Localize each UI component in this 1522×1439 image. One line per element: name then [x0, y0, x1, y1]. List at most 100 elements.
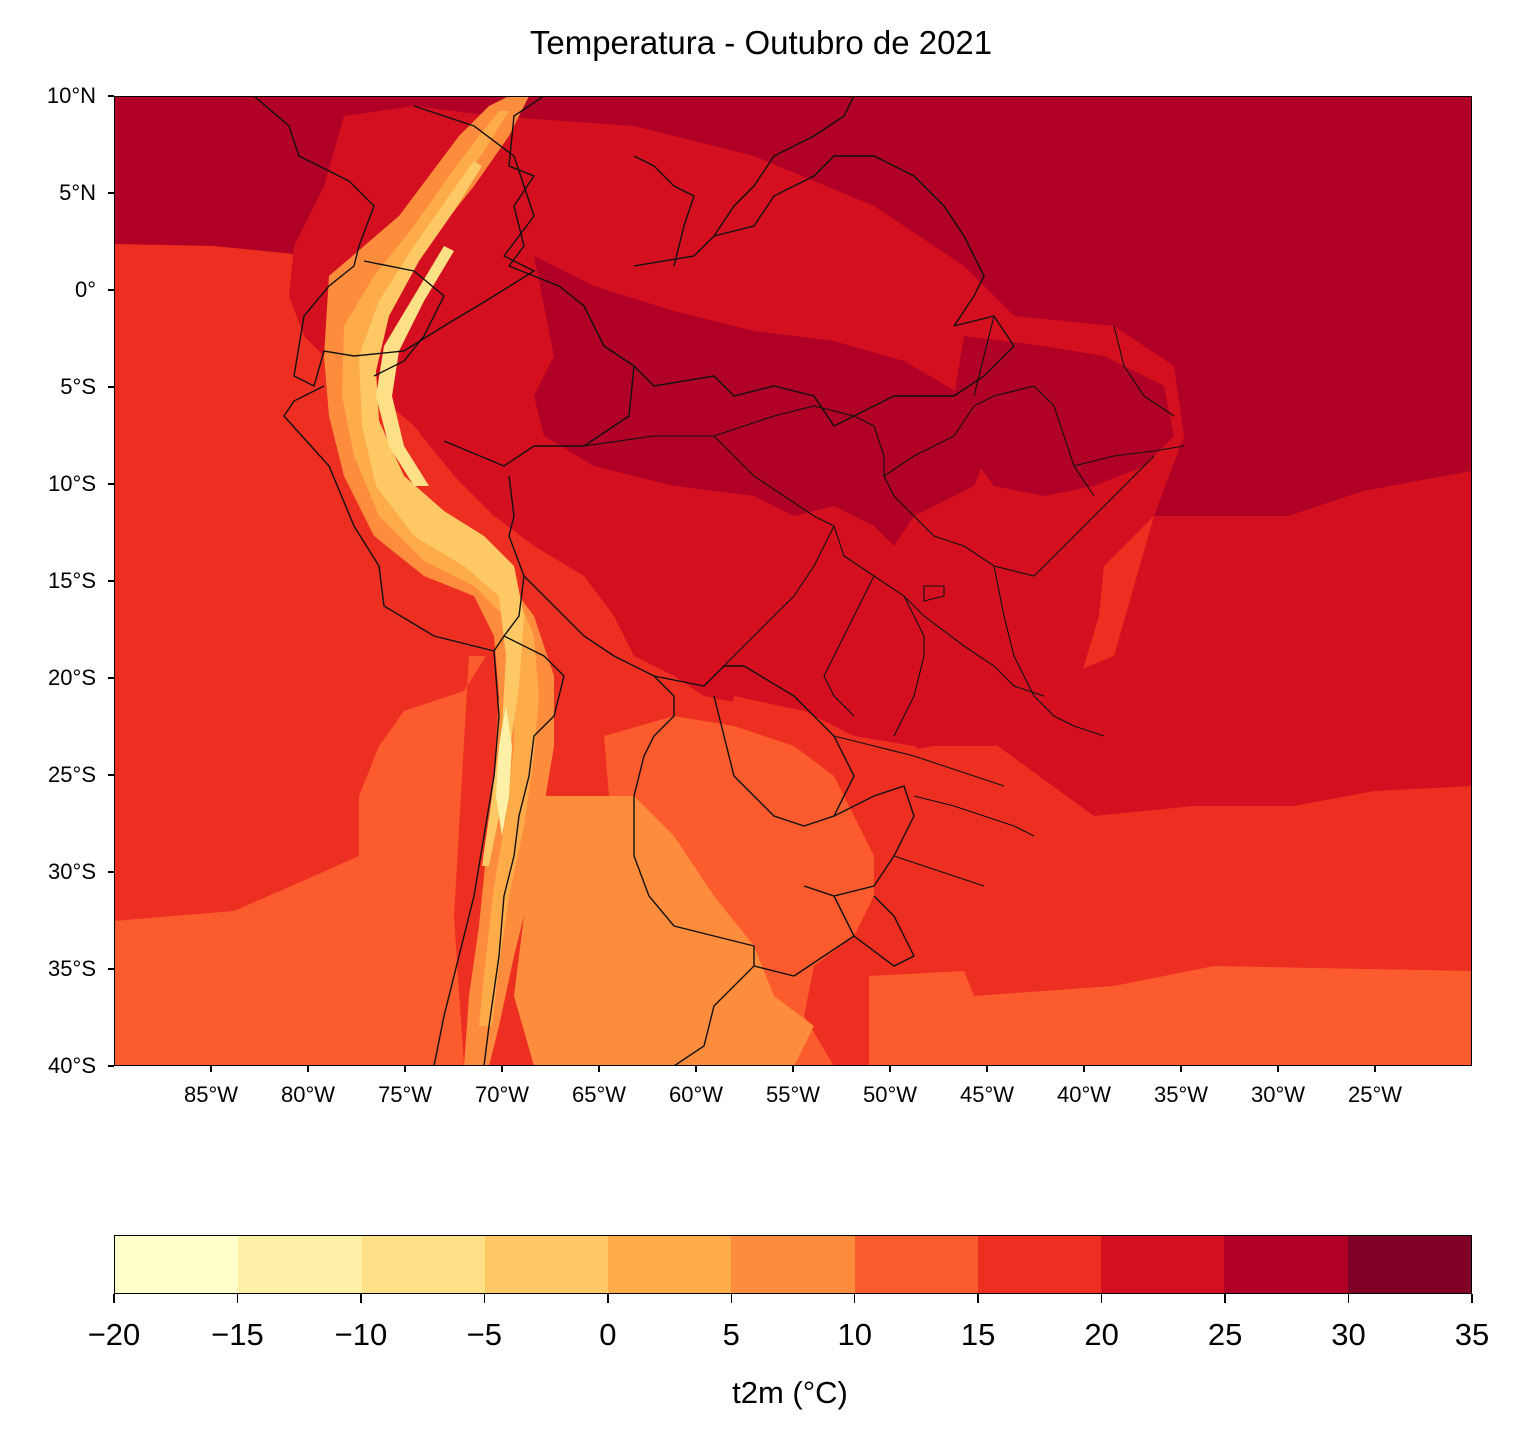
temperature-band-25-30-northeast: [954, 336, 1174, 496]
temperature-band-25-30-interior: [534, 256, 994, 546]
colorbar-tick-mark: [113, 1294, 115, 1303]
latitude-tick-label: 5°N: [59, 180, 96, 205]
latitude-tick-label: 15°S: [48, 568, 96, 593]
colorbar-tick-mark: [360, 1294, 362, 1303]
longitude-tick-label: 85°W: [183, 1082, 239, 1107]
colorbar-segment: [115, 1236, 239, 1293]
colorbar-tick-mark: [1224, 1294, 1226, 1303]
latitude-tick-label: 30°S: [48, 859, 96, 884]
colorbar-tick-mark: [1347, 1294, 1350, 1303]
colorbar-tick-mark: [977, 1294, 979, 1303]
colorbar-segment: [854, 1236, 978, 1293]
latitude-tick-label: 35°S: [48, 956, 96, 981]
colorbar-tick-label: 30: [1331, 1317, 1366, 1352]
colorbar-tick-label: 15: [960, 1317, 996, 1352]
colorbar-tick-mark: [236, 1294, 239, 1303]
colorbar-segment: [731, 1236, 855, 1293]
temperature-field: [114, 96, 1472, 1066]
longitude-tick-label: 75°W: [377, 1082, 433, 1107]
colorbar-segment: [1347, 1236, 1471, 1293]
longitude-tick-mark: [792, 1066, 794, 1072]
longitude-tick-mark: [1083, 1066, 1085, 1072]
colorbar-tick-label: −5: [466, 1317, 503, 1352]
longitude-tick-mark: [598, 1066, 600, 1072]
longitude-tick-mark: [501, 1066, 503, 1072]
temperature-band-0-5-andes: [342, 111, 539, 1026]
longitude-tick-label: 80°W: [280, 1082, 336, 1107]
colorbar-tick-mark: [483, 1294, 486, 1303]
temperature-band-20-25-atlantic: [914, 471, 1472, 816]
colorbar-tick-mark: [607, 1294, 609, 1303]
colorbar-tick-label: 10: [837, 1317, 872, 1352]
colorbar: [114, 1235, 1472, 1294]
longitude-tick-label: 55°W: [765, 1082, 821, 1107]
colorbar-segment: [1224, 1236, 1348, 1293]
longitude-tick-mark: [1180, 1066, 1182, 1072]
latitude-tick-mark: [108, 774, 114, 776]
longitude-tick-mark: [210, 1066, 212, 1072]
longitude-tick-label: 70°W: [474, 1082, 530, 1107]
latitude-tick-label: 0°: [74, 277, 96, 302]
colorbar-tick-label: 0: [599, 1317, 617, 1352]
temperature-map: [114, 96, 1472, 1066]
colorbar-label: t2m (°C): [732, 1375, 848, 1410]
latitude-tick-label: 40°S: [48, 1053, 96, 1078]
colorbar-tick-label: 35: [1454, 1317, 1490, 1352]
longitude-tick-label: 50°W: [862, 1082, 918, 1107]
longitude-tick-mark: [986, 1066, 988, 1072]
latitude-tick-mark: [108, 677, 114, 679]
latitude-tick-label: 5°S: [60, 374, 96, 399]
latitude-tick-mark: [108, 483, 114, 485]
temperature-band-10-15-south-atlantic: [869, 966, 1472, 1066]
longitude-tick-label: 60°W: [668, 1082, 724, 1107]
temperature-band-minus5-0-andes: [359, 161, 524, 866]
latitude-tick-mark: [108, 871, 114, 873]
longitude-tick-label: 30°W: [1250, 1082, 1306, 1107]
latitude-tick-mark: [108, 289, 114, 291]
longitude-tick-mark: [307, 1066, 309, 1072]
colorbar-segment: [361, 1236, 485, 1293]
longitude-tick-mark: [889, 1066, 891, 1072]
longitude-tick-label: 35°W: [1153, 1082, 1209, 1107]
longitude-tick-mark: [1277, 1066, 1279, 1072]
colorbar-tick-label: −15: [211, 1317, 264, 1352]
colorbar-segment: [977, 1236, 1102, 1293]
longitude-tick-mark: [404, 1066, 406, 1072]
latitude-tick-label: 10°S: [48, 471, 96, 496]
colorbar-tick-mark: [1100, 1294, 1103, 1303]
longitude-tick-label: 40°W: [1056, 1082, 1112, 1107]
country-borders: [253, 96, 1015, 1066]
latitude-tick-label: 25°S: [48, 762, 96, 787]
longitude-tick-mark: [1374, 1066, 1376, 1072]
state-borders: [583, 315, 1185, 887]
temperature-band-minus10-minus5-andes: [376, 246, 454, 486]
colorbar-tick-label: 20: [1084, 1317, 1119, 1352]
colorbar-segment: [484, 1236, 609, 1293]
latitude-tick-label: 20°S: [48, 665, 96, 690]
colorbar-segment: [608, 1236, 732, 1293]
colorbar-tick-mark: [730, 1294, 733, 1303]
colorbar-tick-mark: [853, 1294, 856, 1303]
colorbar-tick-label: −10: [334, 1317, 388, 1352]
latitude-tick-mark: [108, 386, 114, 388]
map-title: Temperatura - Outubro de 2021: [529, 24, 993, 61]
colorbar-segment: [1101, 1236, 1225, 1293]
latitude-tick-mark: [108, 95, 114, 97]
colorbar-tick-label: −20: [87, 1317, 141, 1352]
colorbar-tick-label: 5: [722, 1317, 740, 1352]
temperature-band-10-15-pacific: [114, 656, 486, 1066]
temperature-band-minus15-minus10-andes: [496, 706, 512, 836]
longitude-tick-label: 65°W: [571, 1082, 627, 1107]
latitude-tick-mark: [108, 1065, 114, 1067]
latitude-tick-mark: [108, 968, 114, 970]
longitude-tick-label: 45°W: [959, 1082, 1015, 1107]
longitude-tick-mark: [695, 1066, 697, 1072]
colorbar-tick-label: 25: [1207, 1317, 1243, 1352]
colorbar-tick-mark: [1471, 1294, 1473, 1303]
temperature-band-5-10-patagonia: [514, 796, 814, 1066]
latitude-tick-mark: [108, 192, 114, 194]
latitude-tick-label: 10°N: [46, 83, 96, 108]
colorbar-segment: [238, 1236, 362, 1293]
latitude-tick-mark: [108, 580, 114, 582]
longitude-tick-label: 25°W: [1347, 1082, 1403, 1107]
